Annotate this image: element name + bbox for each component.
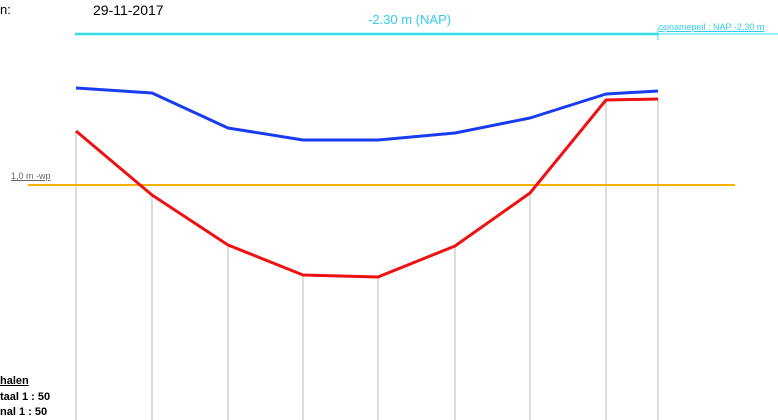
opname-label: opnamepeil : NAP -2,30 m	[659, 22, 765, 32]
vertical-scale: nal 1 : 50	[0, 406, 48, 418]
scales-title: halen	[0, 375, 29, 387]
wp-label: 1,0 m -wp	[11, 171, 51, 181]
red-profile-line	[75, 97, 659, 279]
station-grid-lines	[75, 99, 659, 420]
header-fragment: n:	[0, 2, 11, 17]
horizontal-scale: taal 1 : 50	[0, 391, 51, 403]
date-label: 29-11-2017	[93, 2, 164, 18]
nap-label: -2.30 m (NAP)	[368, 12, 452, 27]
blue-profile-line	[75, 86, 659, 142]
